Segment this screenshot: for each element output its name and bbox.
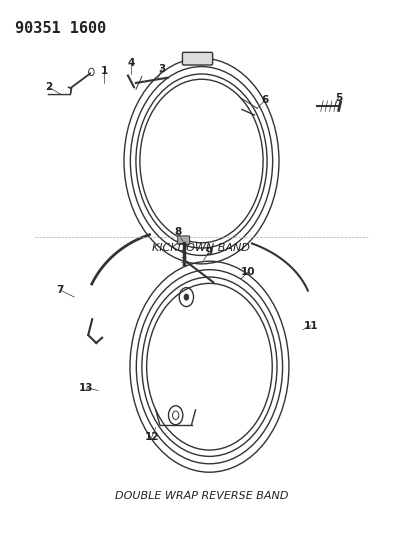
Text: 1: 1 xyxy=(100,66,108,76)
Text: KICKDOWN BAND: KICKDOWN BAND xyxy=(152,243,251,253)
Text: 3: 3 xyxy=(158,64,165,74)
Text: 11: 11 xyxy=(303,320,318,330)
Text: 4: 4 xyxy=(127,59,135,68)
FancyBboxPatch shape xyxy=(183,52,213,65)
Text: 7: 7 xyxy=(57,285,64,295)
Text: 8: 8 xyxy=(174,227,181,237)
Text: 2: 2 xyxy=(45,82,52,92)
Text: DOUBLE WRAP REVERSE BAND: DOUBLE WRAP REVERSE BAND xyxy=(115,491,288,501)
Circle shape xyxy=(184,294,189,300)
Text: 6: 6 xyxy=(262,95,269,106)
Text: 90351 1600: 90351 1600 xyxy=(15,21,106,36)
Text: 5: 5 xyxy=(335,93,342,103)
Text: 9: 9 xyxy=(206,247,213,257)
Text: 13: 13 xyxy=(79,383,93,393)
FancyBboxPatch shape xyxy=(178,236,189,244)
Text: 12: 12 xyxy=(145,432,159,442)
Text: 10: 10 xyxy=(241,267,256,277)
